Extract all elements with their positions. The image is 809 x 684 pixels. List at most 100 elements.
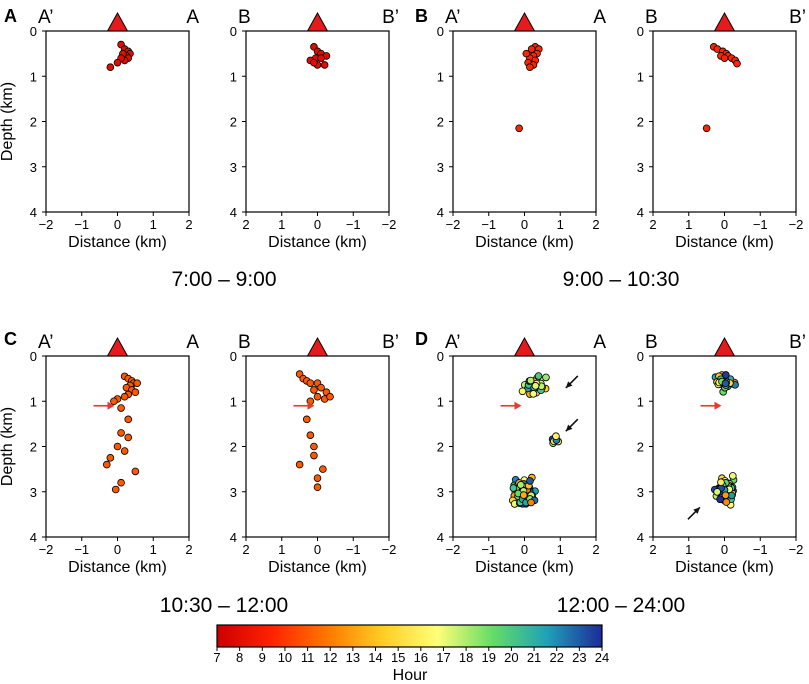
subplot-d-section-bb: B B’ 2 1 0 −1 −2 Distance (km) 0 1 2 3 4 xyxy=(637,332,806,576)
event-point xyxy=(110,397,118,406)
y-tick-label: 2 xyxy=(437,440,444,455)
subplot-c-section-bb: B B’ 2 1 0 −1 −2 Distance (km) 0 1 2 3 4 xyxy=(230,332,399,576)
x-axis-label: Distance (km) xyxy=(68,559,167,576)
time-label-b: 9:00 – 10:30 xyxy=(563,268,680,291)
section-label-right: B’ xyxy=(789,332,806,353)
x-tick-label: −1 xyxy=(74,217,89,232)
x-tick-label: 1 xyxy=(685,542,692,557)
colorbar-tick-label: 19 xyxy=(482,650,496,665)
volcano-icon xyxy=(713,11,736,32)
subplot-b-section-aa: A’ A −2 −1 0 1 2 Distance (km) 0 1 2 3 4 xyxy=(437,7,607,251)
x-tick-label: 1 xyxy=(685,217,692,232)
event-point xyxy=(721,379,730,388)
x-tick-label: 2 xyxy=(592,542,599,557)
y-tick-label: 1 xyxy=(230,69,237,84)
volcano-icon xyxy=(306,11,329,32)
event-point xyxy=(519,491,528,499)
time-label-c: 10:30 – 12:00 xyxy=(160,594,288,617)
event-point xyxy=(526,376,535,385)
event-point xyxy=(113,442,122,451)
event-point xyxy=(317,383,325,392)
colorbar-tick-label: 11 xyxy=(301,650,315,665)
x-tick-label: 0 xyxy=(114,217,121,232)
x-tick-label: 2 xyxy=(649,542,656,557)
event-point xyxy=(117,404,125,412)
event-point xyxy=(552,432,560,441)
black-arrowhead-icon xyxy=(565,424,573,432)
x-tick-label: 0 xyxy=(721,217,728,232)
x-tick-label: 2 xyxy=(242,217,249,232)
event-point xyxy=(310,386,318,394)
x-tick-label: −2 xyxy=(382,217,397,232)
event-point xyxy=(113,58,122,67)
y-tick-label: 1 xyxy=(30,69,37,84)
x-tick-label: 1 xyxy=(557,542,564,557)
y-tick-label: 1 xyxy=(30,394,37,409)
event-point xyxy=(720,54,729,62)
event-point xyxy=(320,61,329,69)
event-point xyxy=(517,481,525,489)
x-tick-label: −1 xyxy=(346,542,361,557)
x-axis-label: Distance (km) xyxy=(68,234,167,251)
colorbar-tick-label: 14 xyxy=(368,650,382,665)
event-point xyxy=(542,373,550,382)
event-point xyxy=(313,483,322,492)
time-label-d: 12:00 – 24:00 xyxy=(557,594,685,617)
time-label-a: 7:00 – 9:00 xyxy=(171,268,276,291)
section-label-left: A’ xyxy=(38,7,53,28)
colorbar-tick-label: 22 xyxy=(549,650,563,665)
y-tick-label: 3 xyxy=(637,485,644,500)
event-point xyxy=(526,477,534,485)
volcano-icon xyxy=(513,336,536,357)
y-tick-label: 0 xyxy=(230,349,237,364)
x-tick-label: −1 xyxy=(481,542,496,557)
section-label-left: A’ xyxy=(38,332,53,353)
event-points xyxy=(295,370,334,492)
event-point xyxy=(529,390,538,398)
event-point xyxy=(721,491,730,500)
event-points xyxy=(102,372,141,494)
section-label-right: A xyxy=(186,332,199,353)
subplot-c-section-aa: A’ A −2 −1 0 1 2 Distance (km) 0 1 2 3 4 Depth (km) xyxy=(0,332,199,576)
y-tick-label: 0 xyxy=(437,24,444,39)
section-label-left: B xyxy=(645,7,658,28)
x-axis-label: Distance (km) xyxy=(268,559,367,576)
colorbar-tick-label: 9 xyxy=(259,650,266,665)
x-tick-label: −2 xyxy=(39,217,54,232)
volcano-icon xyxy=(106,336,129,357)
x-tick-label: −2 xyxy=(382,542,397,557)
event-point xyxy=(319,465,327,473)
x-tick-label: 2 xyxy=(185,542,192,557)
event-point xyxy=(526,63,534,71)
x-tick-label: 1 xyxy=(557,217,564,232)
event-point xyxy=(509,484,518,492)
x-tick-label: 0 xyxy=(721,542,728,557)
colorbar-gradient xyxy=(216,624,603,648)
event-point xyxy=(522,49,531,58)
colorbar-tick-label: 17 xyxy=(436,650,450,665)
x-tick-label: 2 xyxy=(242,542,249,557)
event-points xyxy=(106,40,134,71)
x-tick-label: 0 xyxy=(521,217,528,232)
y-tick-label: 3 xyxy=(230,160,237,175)
event-point xyxy=(106,63,115,71)
colorbar-tick-label: 24 xyxy=(595,650,609,665)
y-tick-label: 3 xyxy=(30,485,37,500)
x-axis-label: Distance (km) xyxy=(475,234,574,251)
section-label-right: A xyxy=(593,7,606,28)
y-tick-label: 0 xyxy=(637,349,644,364)
event-point xyxy=(313,392,322,401)
plot-frame xyxy=(452,30,597,213)
x-tick-label: 2 xyxy=(649,217,656,232)
x-tick-label: −2 xyxy=(446,217,461,232)
event-point xyxy=(111,485,120,494)
volcano-icon xyxy=(306,336,329,357)
y-tick-label: 2 xyxy=(437,115,444,130)
section-label-right: A xyxy=(186,7,199,28)
section-label-left: A’ xyxy=(445,332,460,353)
event-points xyxy=(515,43,543,133)
x-tick-label: −2 xyxy=(789,542,804,557)
colorbar-tick-label: 20 xyxy=(504,650,518,665)
x-tick-label: −2 xyxy=(789,217,804,232)
colorbar: 7 8 9 10 11 12 13 14 15 16 17 18 19 20 21 22 23 24 Hour xyxy=(213,624,609,684)
